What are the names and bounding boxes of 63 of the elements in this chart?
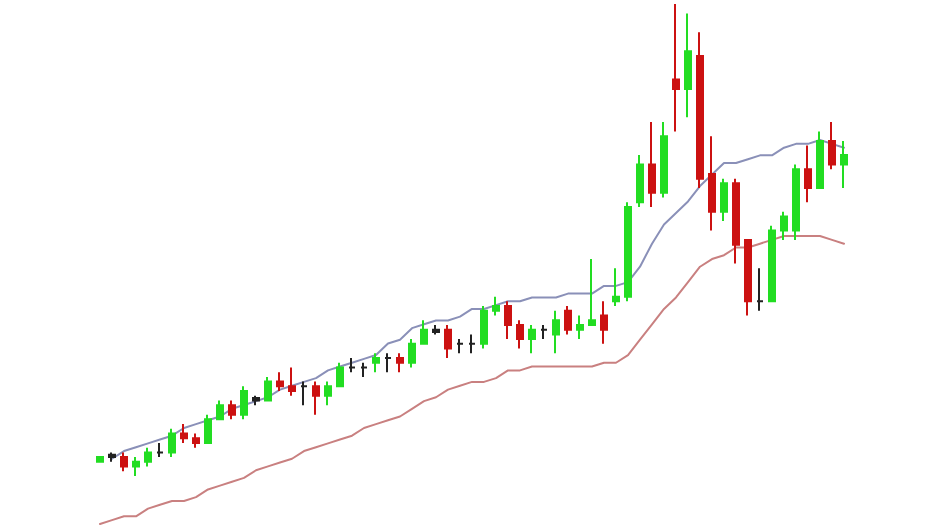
candlestick — [120, 451, 128, 473]
candlestick — [480, 305, 488, 350]
candlestick — [312, 380, 320, 416]
candlestick — [456, 338, 464, 355]
candlestick — [600, 300, 608, 345]
candlestick — [300, 380, 308, 407]
candlestick — [744, 239, 752, 317]
candlestick — [144, 446, 152, 468]
candlestick — [612, 267, 620, 308]
candlestick — [804, 144, 812, 204]
candlestick — [504, 300, 512, 341]
candlestick — [420, 319, 428, 345]
candlestick — [336, 361, 344, 388]
candlestick — [324, 380, 332, 407]
candlestick — [684, 12, 692, 119]
candlestick — [288, 366, 296, 397]
candlestick — [648, 121, 656, 208]
candlestick — [240, 385, 248, 421]
candlestick — [168, 427, 176, 459]
candlestick — [816, 130, 824, 190]
candlestick — [828, 121, 836, 171]
candlestick — [636, 154, 644, 208]
candlestick — [840, 139, 848, 190]
candlestick — [132, 456, 140, 477]
candlestick — [720, 177, 728, 223]
candlestick — [528, 323, 536, 355]
candlestick — [624, 201, 632, 303]
candlestick — [204, 413, 212, 444]
candlestick — [384, 352, 392, 374]
candlestick — [360, 361, 368, 378]
candlestick — [348, 357, 356, 374]
candlestick — [732, 177, 740, 265]
candlestick — [156, 441, 164, 459]
candlestick — [768, 224, 776, 303]
candlestick — [780, 210, 788, 241]
candlestick — [444, 323, 452, 359]
candlestick — [96, 456, 104, 463]
candlestick — [180, 423, 188, 444]
candlestick — [432, 323, 440, 336]
candlestick — [564, 305, 572, 336]
candlestick — [108, 451, 116, 463]
candlestick — [228, 399, 236, 421]
candlestick — [756, 267, 764, 312]
candlestick — [708, 135, 716, 232]
candlestick — [468, 333, 476, 355]
candlestick — [540, 323, 548, 341]
candlestick — [252, 394, 260, 407]
candlestick — [492, 295, 500, 317]
candlestick — [696, 31, 704, 190]
candlestick — [576, 314, 584, 341]
candlestick — [192, 432, 200, 449]
candlestick — [588, 257, 596, 326]
candlestick — [516, 319, 524, 350]
candlestick — [276, 371, 284, 393]
candlestick — [408, 338, 416, 369]
candlestick — [552, 309, 560, 355]
candlestick — [264, 375, 272, 402]
candlestick — [372, 352, 380, 374]
candlestick — [396, 352, 404, 374]
candlestick — [792, 163, 800, 241]
candlestick — [216, 399, 224, 421]
candlestick — [660, 121, 668, 199]
candlestick — [672, 3, 680, 133]
